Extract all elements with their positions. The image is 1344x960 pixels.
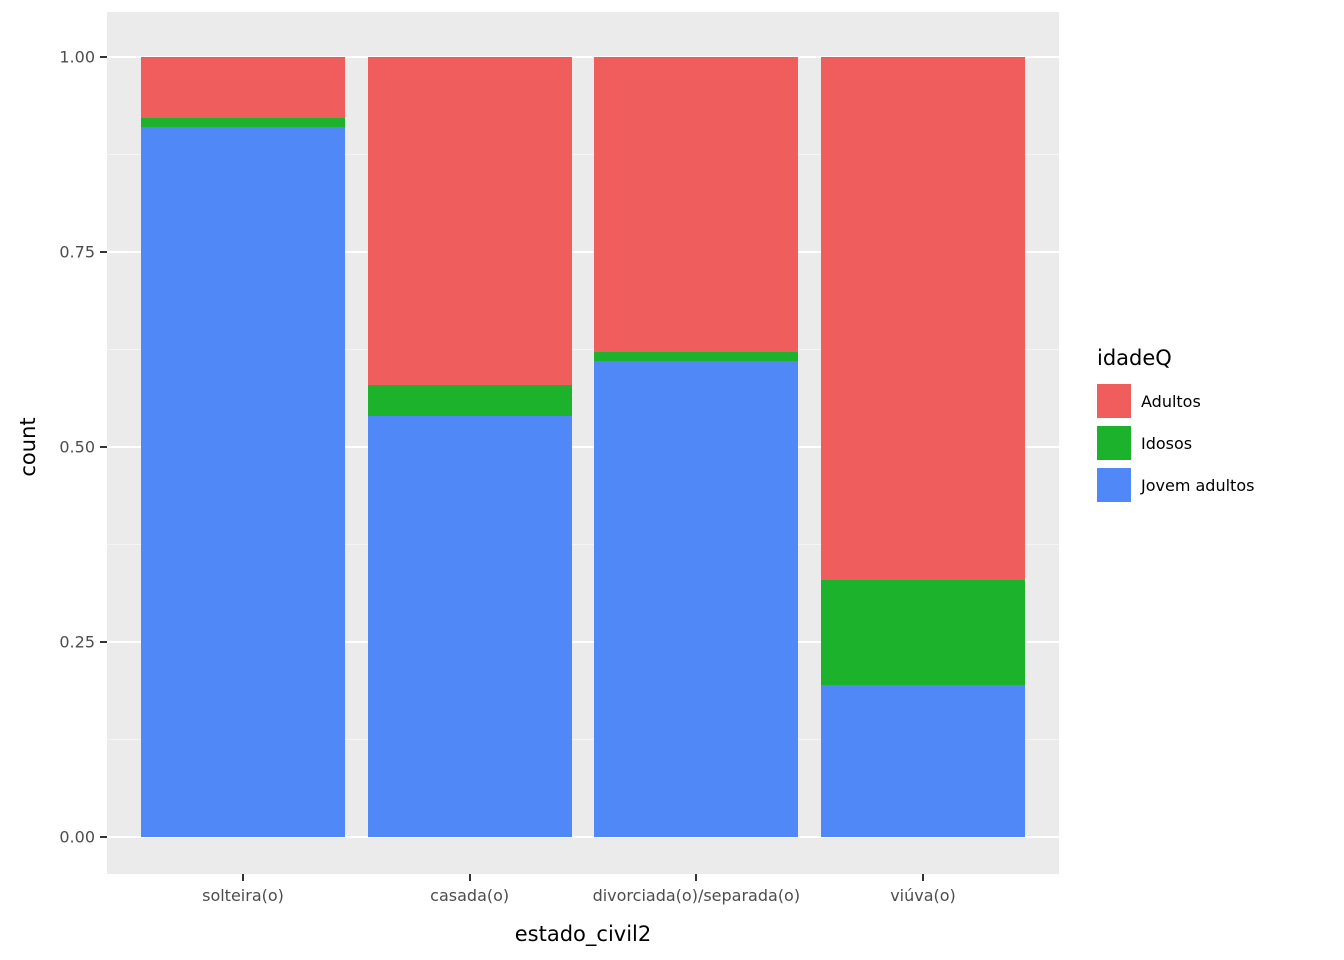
legend-swatch bbox=[1097, 468, 1131, 502]
x-axis-title: estado_civil2 bbox=[514, 922, 652, 946]
y-tick-label: 0.75 bbox=[59, 242, 95, 262]
legend: idadeQ Adultos Idosos Jovem adultos bbox=[1097, 346, 1254, 510]
gridline-minor bbox=[107, 544, 1059, 545]
x-tick-label: viúva(o) bbox=[890, 886, 956, 905]
bar-segment-idosos bbox=[367, 384, 572, 416]
gridline-major bbox=[107, 446, 1059, 448]
bar-segment-jovem-adultos bbox=[367, 415, 572, 837]
y-tick-label: 1.00 bbox=[59, 47, 95, 67]
y-tick-label: 0.25 bbox=[59, 632, 95, 652]
gridline-minor bbox=[107, 739, 1059, 740]
plot-panel bbox=[107, 12, 1059, 874]
x-tick-mark bbox=[922, 874, 924, 881]
bar-segment-idosos bbox=[594, 351, 799, 362]
x-tick-mark bbox=[242, 874, 244, 881]
legend-entry-jovem-adultos: Jovem adultos bbox=[1097, 468, 1254, 502]
bar-segment-jovem-adultos bbox=[594, 361, 799, 837]
gridline-major bbox=[107, 641, 1059, 643]
y-axis-title: count bbox=[16, 417, 40, 477]
legend-entry-adultos: Adultos bbox=[1097, 384, 1254, 418]
bar-segment-idosos bbox=[141, 117, 345, 128]
y-tick-mark bbox=[100, 56, 107, 58]
gridline-minor bbox=[107, 154, 1059, 155]
gridline-major bbox=[107, 56, 1059, 58]
legend-label: Jovem adultos bbox=[1141, 475, 1255, 495]
x-tick-mark bbox=[695, 874, 698, 881]
x-tick-mark bbox=[468, 874, 471, 881]
legend-entry-idosos: Idosos bbox=[1097, 426, 1254, 460]
y-tick-mark bbox=[100, 641, 107, 643]
legend-label: Adultos bbox=[1141, 391, 1201, 411]
y-tick-label: 0.00 bbox=[59, 827, 95, 847]
bar-segment-adultos bbox=[594, 57, 799, 352]
legend-label: Idosos bbox=[1141, 433, 1193, 453]
bar-segment-adultos bbox=[367, 57, 572, 385]
x-tick-label: casada(o) bbox=[430, 886, 510, 905]
gridline-minor bbox=[107, 349, 1059, 350]
y-tick-label: 0.50 bbox=[59, 437, 95, 457]
x-tick-label: divorciada(o)/separada(o) bbox=[592, 886, 801, 905]
y-tick-mark bbox=[100, 251, 107, 253]
x-tick-label: solteira(o) bbox=[202, 886, 284, 905]
gridline-major bbox=[107, 836, 1059, 838]
bar-segment-jovem-adultos bbox=[141, 127, 345, 837]
y-tick-mark bbox=[100, 446, 107, 448]
legend-entries: Adultos Idosos Jovem adultos bbox=[1097, 384, 1254, 502]
bar-segment-idosos bbox=[821, 579, 1025, 685]
legend-swatch bbox=[1097, 426, 1131, 460]
legend-swatch bbox=[1097, 384, 1131, 418]
bar-segment-adultos bbox=[821, 57, 1025, 580]
gridline-major bbox=[107, 251, 1059, 253]
y-tick-mark bbox=[100, 836, 107, 838]
bar-segment-adultos bbox=[141, 57, 345, 118]
legend-title: idadeQ bbox=[1097, 346, 1172, 370]
bar-segment-jovem-adultos bbox=[821, 684, 1025, 837]
